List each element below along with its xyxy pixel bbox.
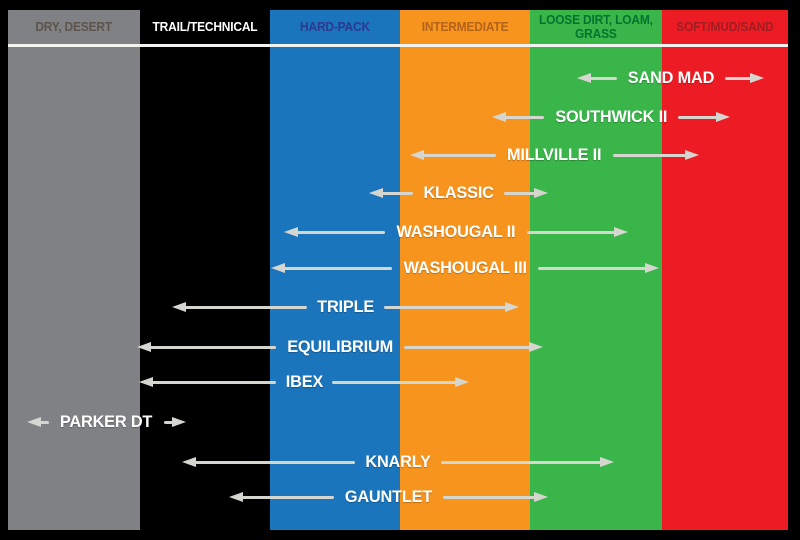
column-trail-technical: TRAIL/TECHNICAL: [140, 10, 270, 530]
arrow-shaft: [421, 153, 497, 157]
column-header-soft-mud-sand: SOFT/MUD/SAND: [662, 10, 788, 44]
column-header-label: TRAIL/TECHNICAL: [152, 19, 258, 34]
tire-row-sand-mad: SAND MAD: [577, 67, 765, 89]
column-dry-desert: DRY, DESERT: [8, 10, 140, 530]
arrow-shaft: [504, 191, 537, 195]
tire-label-equilibrium: EQUILIBRIUM: [287, 337, 393, 356]
tire-label-ibex: IBEX: [285, 372, 323, 391]
tire-row-equilibrium: EQUILIBRIUM: [137, 336, 543, 358]
arrow-right-icon: [600, 457, 615, 467]
column-loose-dirt-loam-grass: LOOSE DIRT, LOAM, GRASS: [530, 10, 662, 530]
arrow-shaft: [148, 345, 276, 349]
arrow-left-icon: [577, 73, 591, 83]
arrow-shaft: [295, 230, 386, 234]
column-soft-mud-sand: SOFT/MUD/SAND: [662, 10, 788, 530]
tire-label-millville-ii: MILLVILLE II: [507, 145, 602, 164]
arrow-left-icon: [410, 150, 424, 160]
arrow-left-icon: [182, 457, 196, 467]
arrow-left-icon: [139, 377, 153, 387]
arrow-right-icon: [529, 342, 543, 352]
arrow-left-icon: [27, 417, 41, 427]
tire-row-knarly: KNARLY: [182, 451, 615, 473]
arrow-shaft: [678, 115, 719, 119]
column-header-label: SOFT/MUD/SAND: [676, 19, 774, 34]
arrow-left-icon: [369, 188, 383, 198]
header-separator-line: [8, 44, 788, 47]
arrow-shaft: [38, 420, 50, 424]
tire-row-triple: TRIPLE: [172, 296, 519, 318]
column-header-label: DRY, DESERT: [35, 19, 113, 34]
tire-label-washougal-iii: WASHOUGAL III: [403, 258, 527, 277]
tire-row-millville-ii: MILLVILLE II: [410, 144, 699, 166]
column-intermediate: INTERMEDIATE: [400, 10, 530, 530]
arrow-left-icon: [492, 112, 506, 122]
arrow-shaft: [503, 115, 544, 119]
arrow-shaft: [588, 76, 617, 80]
tire-label-gauntlet: GAUNTLET: [344, 487, 433, 506]
tire-label-triple: TRIPLE: [317, 297, 374, 316]
arrow-shaft: [612, 153, 688, 157]
arrow-right-icon: [685, 150, 699, 160]
arrow-left-icon: [229, 492, 243, 502]
arrow-shaft: [183, 305, 307, 309]
arrow-shaft: [526, 230, 618, 234]
arrow-shaft: [442, 495, 538, 499]
arrow-shaft: [724, 76, 754, 80]
column-header-label: INTERMEDIATE: [421, 19, 509, 34]
column-header-label: LOOSE DIRT, LOAM, GRASS: [539, 12, 653, 41]
arrow-shaft: [332, 380, 459, 384]
arrow-shaft: [150, 380, 276, 384]
arrow-right-icon: [534, 492, 549, 502]
arrow-right-icon: [614, 227, 629, 237]
arrow-shaft: [384, 305, 508, 309]
tire-label-klassic: KLASSIC: [423, 183, 494, 202]
tire-row-washougal-ii: WASHOUGAL II: [284, 221, 629, 243]
arrow-left-icon: [137, 342, 151, 352]
column-header-dry-desert: DRY, DESERT: [8, 10, 140, 44]
tire-label-parker-dt: PARKER DT: [60, 412, 153, 431]
arrow-shaft: [404, 345, 532, 349]
arrow-right-icon: [645, 263, 659, 273]
arrow-shaft: [193, 460, 355, 464]
tire-row-gauntlet: GAUNTLET: [229, 486, 549, 508]
column-header-loose-dirt-loam-grass: LOOSE DIRT, LOAM, GRASS: [530, 10, 662, 44]
tire-row-washougal-iii: WASHOUGAL III: [271, 257, 659, 279]
arrow-right-icon: [534, 188, 548, 198]
arrow-right-icon: [455, 377, 470, 387]
arrow-shaft: [240, 495, 335, 499]
arrow-right-icon: [505, 302, 519, 312]
arrow-shaft: [538, 266, 648, 270]
column-header-hard-pack: HARD-PACK: [270, 10, 400, 44]
tire-row-ibex: IBEX: [139, 371, 470, 393]
arrow-left-icon: [284, 227, 298, 237]
tire-label-southwick-ii: SOUTHWICK II: [555, 107, 667, 126]
arrow-left-icon: [271, 263, 285, 273]
tire-label-knarly: KNARLY: [365, 452, 431, 471]
arrow-right-icon: [750, 73, 765, 83]
tire-label-sand-mad: SAND MAD: [627, 68, 714, 87]
tire-row-parker-dt: PARKER DT: [27, 411, 187, 433]
column-hard-pack: HARD-PACK: [270, 10, 400, 530]
arrow-right-icon: [172, 417, 187, 427]
column-header-label: HARD-PACK: [300, 19, 370, 34]
arrow-shaft: [441, 460, 604, 464]
arrow-right-icon: [716, 112, 730, 122]
tire-row-southwick-ii: SOUTHWICK II: [492, 106, 730, 128]
tire-row-klassic: KLASSIC: [369, 182, 548, 204]
tire-label-washougal-ii: WASHOUGAL II: [396, 222, 516, 241]
column-header-intermediate: INTERMEDIATE: [400, 10, 530, 44]
arrow-left-icon: [172, 302, 186, 312]
arrow-shaft: [163, 420, 176, 424]
column-header-trail-technical: TRAIL/TECHNICAL: [140, 10, 270, 44]
arrow-shaft: [380, 191, 413, 195]
arrow-shaft: [282, 266, 392, 270]
